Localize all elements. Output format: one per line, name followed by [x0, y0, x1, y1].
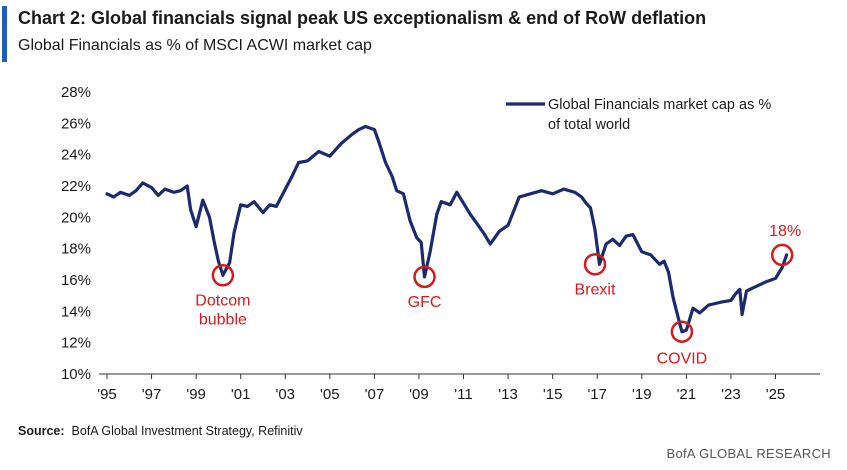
- legend-label-line: Global Financials market cap as %: [548, 97, 771, 113]
- x-tick-label: '25: [766, 386, 786, 403]
- annotation-label-line: Dotcom: [195, 292, 250, 309]
- x-tick-label: '23: [721, 386, 741, 403]
- annotation-label: COVID: [657, 351, 708, 368]
- y-axis: 10% 12% 14% 16% 18% 20% 22% 24% 26% 28%: [61, 84, 91, 383]
- annotation-circle: [211, 264, 235, 287]
- y-tick-label: 10%: [61, 366, 91, 383]
- annotation-layer: Dotcom bubble GFC Brexit COVID 18%: [195, 223, 801, 368]
- annotation-label-line: Brexit: [575, 281, 616, 298]
- x-tick-label: '11: [454, 386, 472, 403]
- source-label: Source:: [18, 424, 65, 438]
- legend-label-line: of total world: [548, 117, 630, 133]
- x-tick-label: '13: [498, 386, 518, 403]
- x-tick-label: '07: [365, 386, 385, 403]
- annotation-label: Brexit: [575, 281, 616, 298]
- annotation-label-line: GFC: [408, 294, 442, 311]
- y-tick-label: 12%: [61, 335, 91, 352]
- annotation-label-line: 18%: [769, 223, 801, 240]
- y-tick-label: 14%: [61, 303, 91, 320]
- x-tick-label: '01: [231, 386, 251, 403]
- annotation-circle: [583, 253, 607, 276]
- y-tick-label: 28%: [61, 84, 91, 101]
- annotation-circle: [770, 243, 794, 267]
- x-tick-label: '03: [275, 386, 295, 403]
- x-tick-label: '05: [320, 386, 340, 403]
- annotation-label-line: bubble: [199, 311, 247, 328]
- y-tick-label: 18%: [61, 241, 91, 258]
- annotation-circle: [413, 265, 436, 289]
- y-tick-label: 24%: [61, 147, 91, 164]
- annotation-label: 18%: [769, 223, 801, 240]
- x-tick-label: '99: [186, 386, 206, 403]
- legend-label: Global Financials market cap as % of tota…: [548, 97, 771, 133]
- y-tick-label: 26%: [61, 115, 91, 132]
- source-note: Source: BofA Global Investment Strategy,…: [18, 424, 303, 438]
- annotation-label-line: COVID: [657, 351, 708, 368]
- series-line: [105, 124, 789, 334]
- x-tick-label: '97: [142, 386, 162, 403]
- x-axis: '95 '97 '99 '01 '03 '05 '07 '09 '11 '13 '15 '17 '19 '…: [97, 373, 820, 403]
- x-tick-label: '15: [543, 386, 563, 403]
- y-tick-label: 22%: [61, 178, 91, 195]
- x-tick-label: '21: [677, 386, 697, 403]
- y-tick-label: 16%: [61, 272, 91, 289]
- source-text: BofA Global Investment Strategy, Refinit…: [71, 424, 303, 438]
- annotation-label: GFC: [408, 294, 442, 311]
- x-tick-label: '09: [409, 386, 429, 403]
- x-tick-label: '17: [587, 386, 607, 403]
- title-accent-bar: [2, 6, 7, 62]
- series-layer: [105, 124, 789, 334]
- chart-subtitle: Global Financials as % of MSCI ACWI mark…: [18, 37, 372, 54]
- legend: Global Financials market cap as % of tota…: [506, 97, 771, 133]
- annotation-circle: [670, 320, 694, 343]
- x-tick-label: '19: [632, 386, 652, 403]
- annotation-label: Dotcom bubble: [195, 292, 250, 328]
- brand-footer: BofA GLOBAL RESEARCH: [666, 446, 831, 461]
- line-chart: 10% 12% 14% 16% 18% 20% 22% 24% 26% 28% '95 '97 '99…: [61, 84, 820, 403]
- chart-title: Chart 2: Global financials signal peak U…: [18, 8, 707, 28]
- y-tick-label: 20%: [61, 209, 91, 226]
- x-tick-label: '95: [97, 386, 117, 403]
